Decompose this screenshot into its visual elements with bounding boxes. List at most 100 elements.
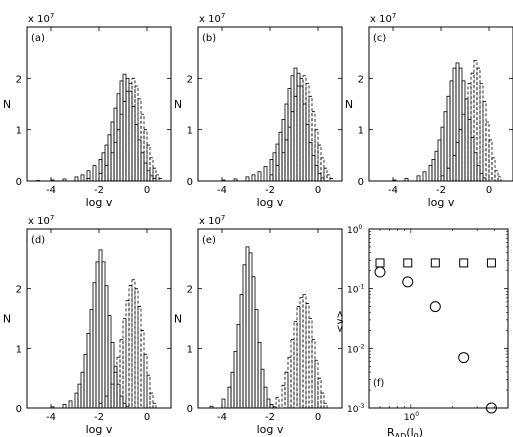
histogram-bar-dashed	[287, 356, 292, 409]
histogram-bar-solid	[77, 383, 82, 409]
histogram-bar-dashed	[116, 356, 121, 409]
histogram-bar-solid	[284, 103, 289, 182]
panel-e: -4 -2 0 0 1 2 x 107 (e) log v N	[174, 214, 343, 436]
histogram-bar-solid	[257, 171, 262, 182]
histogram-bar-dashed	[140, 113, 145, 182]
histogram-bar-dashed	[149, 157, 154, 182]
plot-frame	[368, 228, 509, 409]
histogram-bar-solid	[473, 152, 478, 182]
x-axis-label: log v	[86, 423, 113, 436]
panel-label: (e)	[202, 235, 216, 246]
histogram-bar-dashed	[269, 174, 274, 182]
y-tick-label: 2	[358, 74, 364, 85]
histogram-bar-solid	[233, 178, 238, 182]
histogram-bar-solid	[287, 88, 292, 182]
histogram-bar-dashed	[281, 384, 286, 409]
y-tick-label: 10-1	[347, 284, 365, 296]
histogram-bar-solid	[251, 276, 256, 409]
histogram-bar-solid	[221, 179, 226, 182]
histogram-bar-dashed	[128, 83, 133, 182]
histogram-bar-dashed	[146, 374, 151, 409]
histogram-bar-solid	[392, 179, 397, 182]
histogram-bar-dashed	[119, 338, 124, 409]
histogram-bar-solid	[113, 107, 118, 182]
x-axis-label: RAD(l0)	[387, 426, 423, 437]
histogram-bar-solid	[101, 261, 106, 409]
histogram-bar-dashed	[110, 383, 115, 409]
y-axis-label: <v>	[335, 310, 346, 333]
histogram-bar-solid	[254, 309, 259, 409]
x-tick-label: 100	[404, 411, 419, 423]
histogram-bar-dashed	[116, 129, 121, 182]
y-tick-label: 1	[187, 344, 193, 355]
histogram-bar-dashed	[143, 353, 148, 409]
histogram-bar-dashed	[104, 165, 109, 182]
histogram-bar-dashed	[158, 178, 163, 182]
histogram-bar-solid	[92, 165, 97, 182]
histogram-bar-solid	[92, 282, 97, 409]
histogram-bar-solid	[62, 404, 67, 409]
histogram-bar-dashed	[308, 95, 313, 182]
histogram-bar-solid	[416, 175, 421, 182]
histogram-bar-solid	[236, 324, 241, 409]
histogram-bar-solid	[80, 174, 85, 182]
histogram-bar-dashed	[131, 77, 136, 182]
histogram-bar-dashed	[140, 330, 145, 409]
panel-label: (f)	[373, 378, 384, 389]
histogram-bar-solid	[452, 67, 457, 182]
histogram-bar-dashed	[464, 98, 469, 182]
histogram-bar-dashed	[494, 170, 499, 182]
histogram-bar-solid	[68, 400, 73, 409]
y-tick-label: 1	[187, 126, 193, 137]
y-tick-label: 1	[358, 126, 364, 137]
y-tick-label: 10-2	[347, 343, 365, 355]
y-tick-label: 2	[16, 74, 22, 85]
histogram-bar-solid	[116, 383, 121, 409]
histogram-bar-dashed	[98, 172, 103, 182]
histogram-bar-dashed	[467, 83, 472, 182]
histogram-bar-solid	[230, 371, 235, 409]
y-tick-label: 2	[16, 285, 22, 296]
histogram-bar-solid	[449, 80, 454, 182]
histogram-bar-solid	[263, 386, 268, 409]
histogram-bar-dashed	[299, 77, 304, 182]
histogram-bar-solid	[293, 67, 298, 182]
histogram-bar-solid	[146, 170, 151, 182]
panel-d: -4 -2 0 0 1 2 x 107 (d) log v N	[3, 214, 172, 436]
square-marker	[403, 258, 413, 268]
histogram-bar-dashed	[125, 90, 130, 182]
histogram-bar-solid	[209, 405, 214, 409]
y-tick-label: 1	[16, 126, 22, 137]
histogram-bar-dashed	[458, 129, 463, 182]
histogram-bar-solid	[119, 80, 124, 182]
histogram-bar-dashed	[287, 126, 292, 182]
histogram-bar-dashed	[296, 306, 301, 409]
exponent-label: x 107	[370, 12, 396, 25]
histogram-bar-dashed	[302, 75, 307, 182]
exponent-label: x 107	[199, 12, 225, 25]
histogram-bar-solid	[227, 386, 232, 409]
histogram-bar-solid	[86, 333, 91, 409]
histogram-bar-solid	[299, 85, 304, 182]
histogram-bar-dashed	[320, 157, 325, 182]
histogram-bar-solid	[233, 350, 238, 409]
exponent-label: x 107	[199, 214, 225, 227]
histogram-bar-solid	[104, 144, 109, 182]
histogram-bar-solid	[251, 174, 256, 182]
circle-marker	[374, 266, 386, 278]
x-tick-label: 0	[144, 185, 150, 196]
histogram-bar-solid	[122, 402, 127, 409]
x-tick-label: -4	[46, 412, 56, 423]
histogram-bar-dashed	[305, 303, 310, 409]
histogram-bar-solid	[314, 165, 319, 182]
histogram-bar-solid	[143, 162, 148, 182]
histogram-bar-solid	[266, 398, 271, 409]
square-marker	[430, 258, 440, 268]
histogram-bar-dashed	[155, 174, 160, 182]
y-axis-label: N	[3, 98, 11, 111]
x-tick-label: -2	[94, 412, 104, 423]
y-tick-label: 0	[16, 404, 22, 415]
x-tick-label: 0	[315, 185, 321, 196]
histogram-bar-solid	[281, 119, 286, 182]
